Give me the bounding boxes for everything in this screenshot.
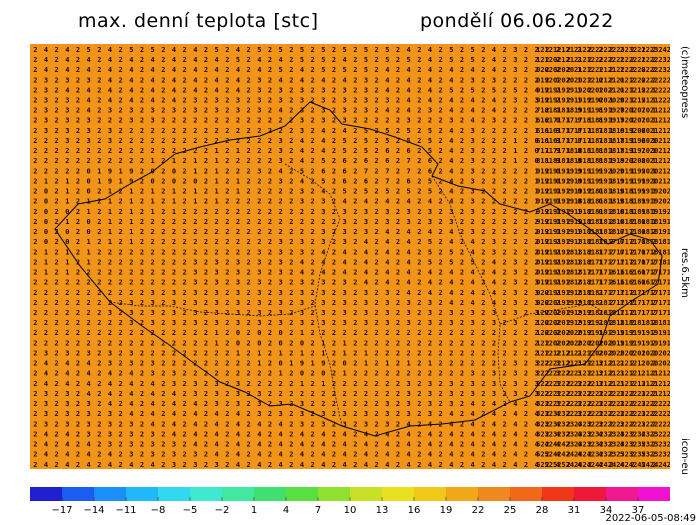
color-scale-segment (446, 487, 479, 501)
color-scale-segment (542, 487, 575, 501)
run-timestamp: 2022-06-05-08:49 (605, 513, 696, 524)
color-scale-segment (254, 487, 287, 501)
color-scale-tick-label: 25 (503, 505, 517, 516)
color-scale-segment (126, 487, 159, 501)
color-scale-segment (574, 487, 607, 501)
color-scale-segment (638, 487, 670, 501)
color-scale-tick-label: −5 (182, 505, 198, 516)
color-scale-segment (382, 487, 415, 501)
region-border (284, 163, 343, 427)
color-scale-segment (478, 487, 511, 501)
color-scale-segment (318, 487, 351, 501)
color-scale-tick-label: 22 (471, 505, 485, 516)
color-scale-tick-label: 7 (314, 505, 322, 516)
region-border (499, 303, 611, 325)
temperature-map: 2424252425252424252425252525252525242425… (30, 44, 670, 469)
color-scale-tick-label: 1 (250, 505, 258, 516)
map-title: max. denní teplota [stc] (78, 10, 319, 32)
color-scale-bar (30, 487, 670, 501)
color-scale-tick-label: −11 (115, 505, 137, 516)
color-scale-segment (158, 487, 191, 501)
color-scale-tick-label: −17 (51, 505, 73, 516)
color-scale-segment (606, 487, 639, 501)
color-scale-tick-label: 16 (407, 505, 421, 516)
color-scale-ticks: −17 −14 −11 −8 −5 −2 1 4 7 10 13 16 19 22 25 28 31 34 37 (30, 505, 670, 519)
color-scale-tick-label: −8 (150, 505, 166, 516)
region-border (109, 301, 316, 317)
color-scale-segment (414, 487, 447, 501)
color-scale-segment (286, 487, 319, 501)
forecast-date: pondělí 06.06.2022 (420, 10, 614, 32)
region-border (431, 175, 511, 403)
credit-label: (c)meteopress (679, 46, 690, 119)
map-background (30, 44, 670, 469)
color-scale-segment (510, 487, 543, 501)
color-scale-tick-label: 10 (343, 505, 357, 516)
resolution-label: res.6.5km (679, 248, 690, 298)
color-scale-tick-label: 4 (282, 505, 290, 516)
color-scale-segment (350, 487, 383, 501)
color-scale-tick-label: 19 (439, 505, 453, 516)
color-scale-tick-label: 28 (535, 505, 549, 516)
color-scale-tick-label: 34 (599, 505, 613, 516)
color-scale-tick-label: −2 (214, 505, 230, 516)
color-scale-tick-label: −14 (83, 505, 105, 516)
color-scale-tick-label: 13 (375, 505, 389, 516)
color-scale-segment (94, 487, 127, 501)
color-scale-segment (222, 487, 255, 501)
country-border (54, 101, 663, 437)
color-scale-tick-label: 31 (567, 505, 581, 516)
color-scale-tick-label: 37 (631, 505, 645, 516)
color-scale-segment (62, 487, 95, 501)
color-scale-segment (190, 487, 223, 501)
color-scale-segment (30, 487, 63, 501)
model-label: icon-eu (679, 438, 690, 475)
